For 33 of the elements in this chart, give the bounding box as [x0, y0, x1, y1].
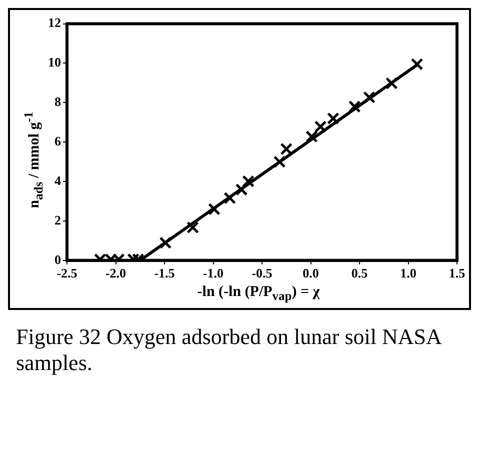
x-tick-label: 1.0 — [400, 266, 416, 281]
y-tick-label: 12 — [48, 15, 61, 30]
point — [306, 130, 318, 143]
x-tick-label: -0.5 — [252, 266, 273, 281]
point — [224, 192, 236, 204]
point — [208, 202, 220, 216]
point — [363, 91, 376, 104]
point — [385, 77, 398, 90]
y-tick-label: 2 — [54, 212, 61, 228]
point — [410, 58, 424, 70]
y-tick-label: 10 — [48, 54, 61, 70]
point — [186, 221, 199, 234]
x-tick-label: -2.0 — [105, 266, 126, 281]
point — [235, 183, 248, 196]
y-tick-label: 6 — [54, 133, 62, 148]
x-tick-label: 1.5 — [448, 266, 466, 281]
point — [280, 142, 293, 156]
x-axis-title: -ln (-ln (P/P$_{vap}$) = χ — [196, 284, 321, 304]
x-tick-label: -1.0 — [202, 266, 224, 281]
point — [348, 100, 361, 113]
y-tick-label: 4 — [54, 172, 62, 188]
caption: Figure 32 Oxygen adsorbed on lunar soil NASA samples. — [15, 323, 442, 376]
point — [273, 156, 286, 168]
point — [326, 112, 340, 125]
point — [314, 120, 327, 133]
point — [242, 175, 255, 188]
y-tick-label: 8 — [54, 94, 62, 110]
y-tick-label: 0 — [54, 252, 61, 267]
x-tick-label: 0.0 — [302, 266, 319, 281]
x-tick-label: -1.5 — [154, 266, 176, 281]
x-tick-label: -2.5 — [56, 266, 78, 281]
x-tick-label: 0.5 — [351, 266, 368, 281]
point — [159, 236, 172, 250]
